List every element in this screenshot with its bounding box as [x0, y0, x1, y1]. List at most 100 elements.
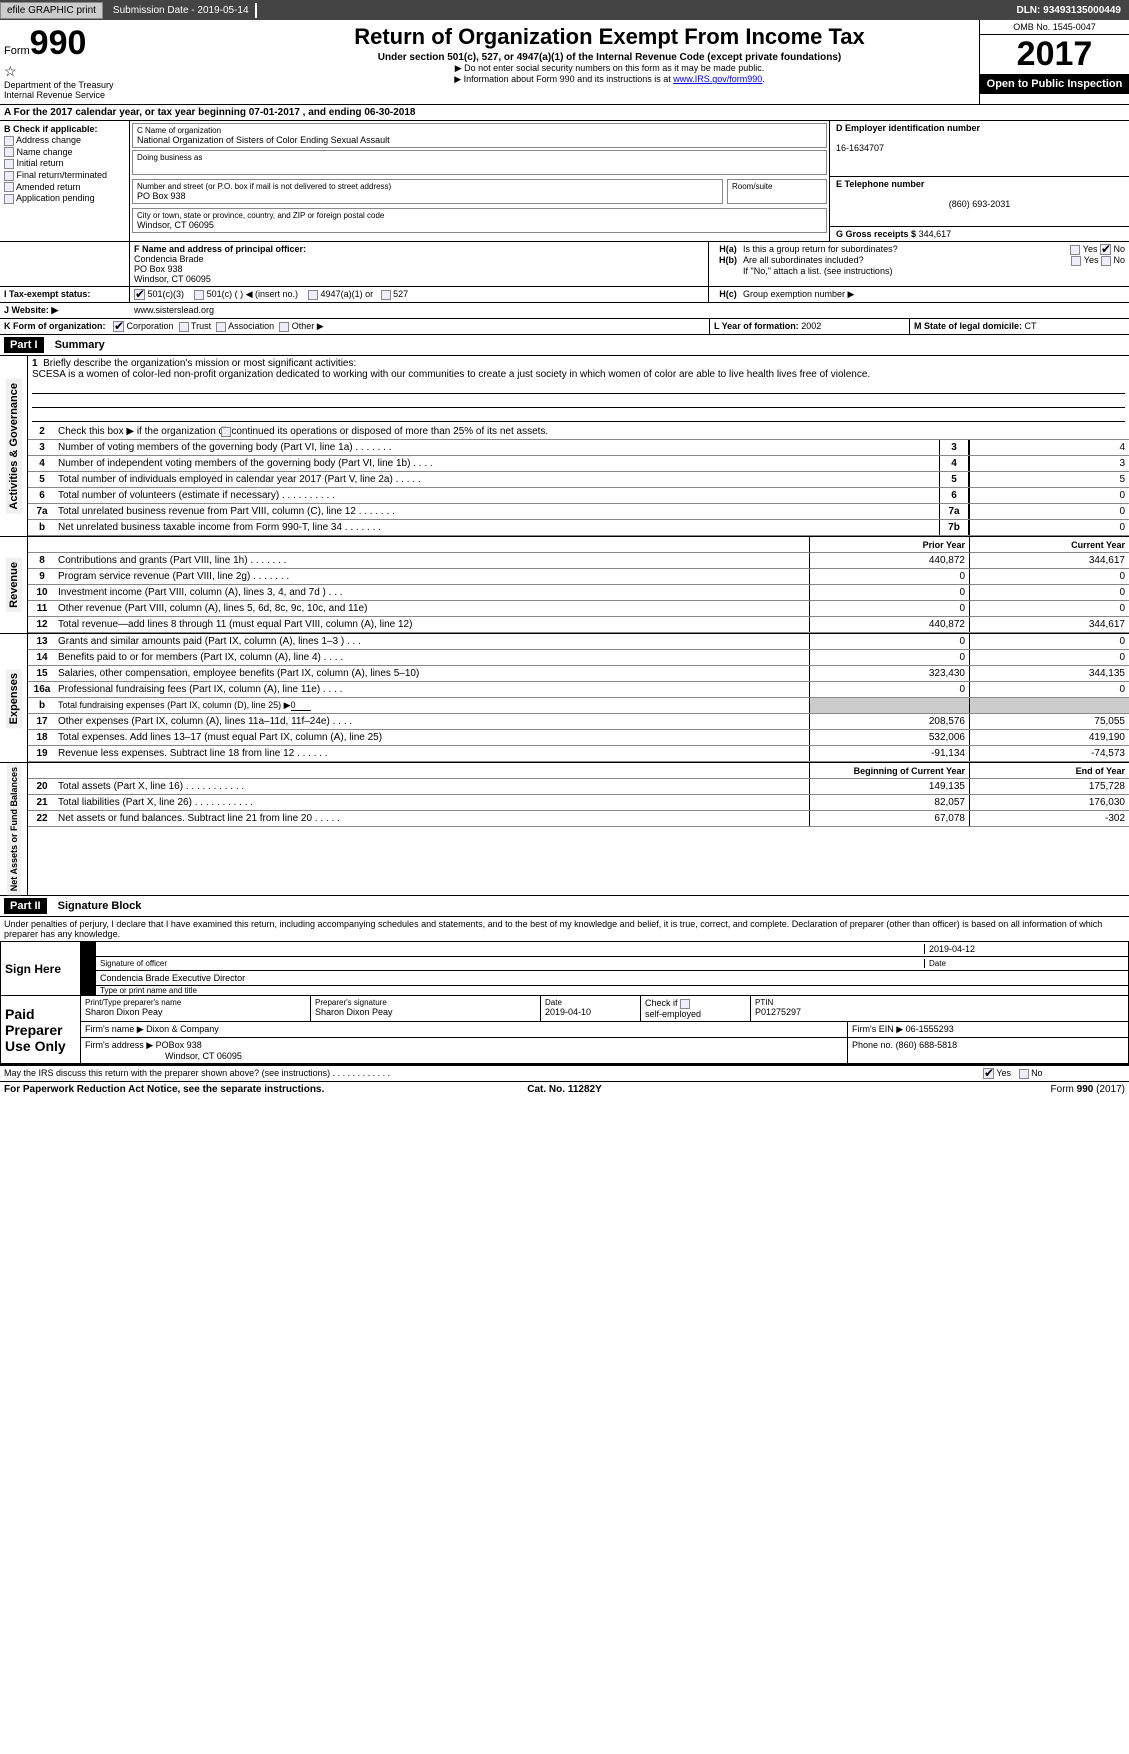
dln-label: DLN: 93493135000449 — [1008, 3, 1129, 18]
line2-text: Check this box ▶ if the organization dis… — [58, 426, 548, 437]
firm-name: Dixon & Company — [146, 1024, 219, 1034]
l17-py: 208,576 — [809, 714, 969, 729]
l7b-box: 7b — [939, 520, 969, 535]
l9-py: 0 — [809, 569, 969, 584]
addr-label: Number and street (or P.O. box if mail i… — [137, 182, 718, 191]
firm-name-label: Firm's name ▶ — [85, 1024, 144, 1034]
opt-4947: 4947(a)(1) or — [321, 289, 374, 299]
l22-py: 67,078 — [809, 811, 969, 826]
date-label: Date — [924, 959, 1124, 968]
phone-label: E Telephone number — [836, 179, 1123, 189]
check-other[interactable] — [279, 322, 289, 332]
firm-phone: (860) 688-5818 — [896, 1040, 958, 1050]
firm-addr: POBox 938 — [156, 1040, 202, 1050]
check-527[interactable] — [381, 290, 391, 300]
firm-ein-label: Firm's EIN ▶ — [852, 1024, 903, 1034]
check-discontinued[interactable] — [221, 427, 231, 437]
l16b-val: 0 — [291, 700, 311, 711]
side-revenue: Revenue — [6, 558, 22, 612]
sig-date: 2019-04-12 — [924, 944, 1124, 954]
discuss-no[interactable] — [1019, 1069, 1029, 1079]
dba-label: Doing business as — [137, 153, 822, 162]
l22-desc: Net assets or fund balances. Subtract li… — [56, 812, 809, 825]
lbl-final: Final return/terminated — [17, 170, 108, 180]
check-pending[interactable] — [4, 194, 14, 204]
ha-yes[interactable] — [1070, 245, 1080, 255]
l3-desc: Number of voting members of the governin… — [56, 441, 939, 454]
hb-label: Are all subordinates included? — [743, 255, 1071, 266]
opt-501c3: 501(c)(3) — [148, 289, 185, 299]
mission-label: Briefly describe the organization's miss… — [43, 358, 356, 369]
l19-cy: -74,573 — [969, 746, 1129, 761]
tax-year-row: A For the 2017 calendar year, or tax yea… — [0, 105, 1129, 121]
sign-arrow-icon — [81, 942, 96, 995]
check-assoc[interactable] — [216, 322, 226, 332]
discuss-yes[interactable] — [983, 1068, 994, 1079]
line2-desc: Check this box ▶ if the organization dis… — [56, 425, 1129, 438]
l9-desc: Program service revenue (Part VIII, line… — [56, 570, 809, 583]
part2-subtitle: Signature Block — [50, 900, 142, 912]
sign-here-label: Sign Here — [1, 942, 81, 995]
ha-no[interactable] — [1100, 244, 1111, 255]
l11-py: 0 — [809, 601, 969, 616]
efile-print-button[interactable]: efile GRAPHIC print — [0, 2, 103, 19]
hb-no[interactable] — [1101, 256, 1111, 266]
l16a-py: 0 — [809, 682, 969, 697]
l7a-desc: Total unrelated business revenue from Pa… — [56, 505, 939, 518]
l10-py: 0 — [809, 585, 969, 600]
hc-label: Group exemption number ▶ — [743, 289, 854, 300]
l13-py: 0 — [809, 634, 969, 649]
opt-501c: 501(c) ( ) ◀ (insert no.) — [207, 289, 298, 299]
opt-corp: Corporation — [127, 321, 174, 331]
side-expenses: Expenses — [6, 669, 22, 728]
l20-cy: 175,728 — [969, 779, 1129, 794]
form-subtitle: Under section 501(c), 527, or 4947(a)(1)… — [244, 52, 975, 63]
l14-cy: 0 — [969, 650, 1129, 665]
col-b-checkboxes: B Check if applicable: Address change Na… — [0, 121, 130, 241]
officer-name-title: Condencia Brade Executive Director — [96, 971, 1128, 986]
check-501c3[interactable] — [134, 289, 145, 300]
officer-addr2: Windsor, CT 06095 — [134, 274, 704, 284]
l11-cy: 0 — [969, 601, 1129, 616]
l18-cy: 419,190 — [969, 730, 1129, 745]
check-amended[interactable] — [4, 182, 14, 192]
l9-cy: 0 — [969, 569, 1129, 584]
firm-addr-label: Firm's address ▶ — [85, 1040, 153, 1050]
l21-cy: 176,030 — [969, 795, 1129, 810]
check-4947[interactable] — [308, 290, 318, 300]
l14-desc: Benefits paid to or for members (Part IX… — [56, 651, 809, 664]
form-label: Form — [4, 45, 30, 57]
hb-yes[interactable] — [1071, 256, 1081, 266]
check-address[interactable] — [4, 136, 14, 146]
check-trust[interactable] — [179, 322, 189, 332]
l20-py: 149,135 — [809, 779, 969, 794]
irs-link[interactable]: www.IRS.gov/form990 — [673, 74, 762, 84]
check-name[interactable] — [4, 147, 14, 157]
sig-officer-label: Signature of officer — [100, 959, 924, 968]
footer-left: For Paperwork Reduction Act Notice, see … — [4, 1084, 378, 1095]
l10-cy: 0 — [969, 585, 1129, 600]
ssn-note: ▶ Do not enter social security numbers o… — [244, 63, 975, 74]
opt-527: 527 — [393, 289, 408, 299]
prior-year-hdr: Prior Year — [809, 537, 969, 552]
l4-box: 4 — [939, 456, 969, 471]
l12-cy: 344,617 — [969, 617, 1129, 632]
l20-desc: Total assets (Part X, line 16) . . . . .… — [56, 780, 809, 793]
check-self-emp[interactable] — [680, 999, 690, 1009]
check-corp[interactable] — [113, 321, 124, 332]
org-address: PO Box 938 — [137, 191, 718, 201]
current-year-hdr: Current Year — [969, 537, 1129, 552]
check-final[interactable] — [4, 171, 14, 181]
page-footer: For Paperwork Reduction Act Notice, see … — [0, 1082, 1129, 1097]
check-initial[interactable] — [4, 159, 14, 169]
lbl-pending: Application pending — [16, 193, 95, 203]
officer-addr1: PO Box 938 — [134, 264, 704, 274]
check-501c[interactable] — [194, 290, 204, 300]
submission-date: Submission Date - 2019-05-14 — [107, 3, 257, 18]
lbl-amended: Amended return — [16, 182, 81, 192]
l16a-desc: Professional fundraising fees (Part IX, … — [56, 683, 809, 696]
section-governance: Activities & Governance 1 Briefly descri… — [0, 356, 1129, 537]
omb-number: OMB No. 1545-0047 — [980, 20, 1129, 35]
yes-label: Yes — [996, 1068, 1011, 1078]
gross-label: G Gross receipts $ — [836, 229, 916, 239]
